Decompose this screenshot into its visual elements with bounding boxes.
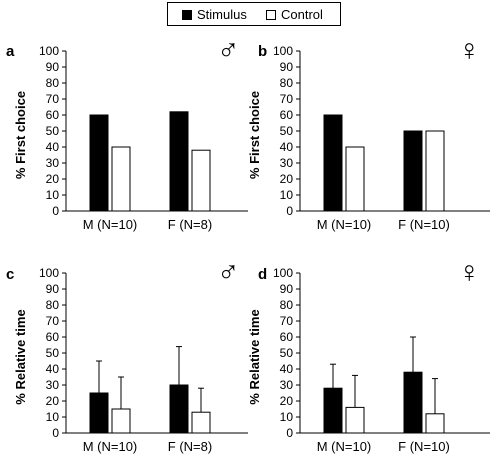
panel-d-bar-stimulus-2 [403,371,423,434]
panel-c-bar-stimulus-1 [89,392,109,434]
panel-d-category-label-2: F (N=10) [398,439,450,454]
panel-a-y-tick-label: 50 [46,124,60,138]
panel-d-letter: d [258,266,267,283]
panel-a-category-label-1: M (N=10) [83,217,138,232]
panel-d-category-label-1: M (N=10) [317,439,372,454]
panel-a-y-tick-label: 60 [46,108,60,122]
panel-b-y-tick-label: 0 [286,204,293,218]
panel-d-bar-control-1 [345,406,365,434]
panel-a-y-tick-label: 100 [39,44,59,58]
panel-b-y-tick-label: 10 [280,188,294,202]
legend: Stimulus Control [167,2,341,26]
panel-d-y-tick-label: 30 [280,378,294,392]
panel-c-y-tick-label: 60 [46,330,60,344]
panel-d-y-tick-label: 20 [280,394,294,408]
panel-b-bar-stimulus-2 [403,130,423,212]
panel-b-y-tick-label: 50 [280,124,294,138]
panel-c-y-tick-label: 40 [46,362,60,376]
panel-a-y-tick-label: 90 [46,60,60,74]
panel-b-category-label-2: F (N=10) [398,217,450,232]
panel-d-y-tick-label: 90 [280,282,294,296]
panel-d-y-tick-label: 70 [280,314,294,328]
panel-b-bar-control-2 [425,130,445,212]
panel-c-category-label-1: M (N=10) [83,439,138,454]
panel-c-y-tick-label: 20 [46,394,60,408]
panel-c-y-tick-label: 70 [46,314,60,328]
panel-b-y-tick-label: 90 [280,60,294,74]
panel-d-y-tick-label: 0 [286,426,293,440]
panel-d-bar-control-2 [425,413,445,434]
panel-b-sex-symbol: ♀ [458,34,481,67]
panel-c-bar-control-2 [191,411,211,434]
panel-a-y-tick-label: 80 [46,76,60,90]
panel-c-y-tick-label: 30 [46,378,60,392]
panel-b-y-tick-label: 30 [280,156,294,170]
panel-a-bar-stimulus-2 [169,111,189,212]
panel-c-y-tick-label: 10 [46,410,60,424]
panel-d-bar-stimulus-1 [323,387,343,434]
panel-a-bar-stimulus-1 [89,114,109,212]
panel-c-letter: c [6,266,14,283]
panel-b-bar-control-1 [345,146,365,212]
panel-a-y-axis-label: % First choice [13,91,28,179]
panel-c-y-tick-label: 100 [39,266,59,280]
panel-b-category-label-1: M (N=10) [317,217,372,232]
panel-c-y-tick-label: 90 [46,282,60,296]
panel-c-y-tick-label: 0 [52,426,59,440]
panel-a-y-tick-label: 40 [46,140,60,154]
panel-a-category-label-2: F (N=8) [168,217,212,232]
panel-a-y-tick-label: 70 [46,92,60,106]
panel-c-y-tick-label: 80 [46,298,60,312]
panel-a-y-tick-label: 10 [46,188,60,202]
panel-d-y-tick-label: 50 [280,346,294,360]
panel-c-y-axis-label: % Relative time [13,309,28,404]
panel-a-sex-symbol: ♂ [217,34,240,67]
panel-d-y-tick-label: 100 [273,266,293,280]
control-swatch [266,10,276,20]
panel-d-y-tick-label: 80 [280,298,294,312]
panel-a-bar-control-1 [111,146,131,212]
panel-b-y-tick-label: 70 [280,92,294,106]
panel-b-y-tick-label: 40 [280,140,294,154]
panel-c-category-label-2: F (N=8) [168,439,212,454]
panel-b-letter: b [258,43,267,60]
panel-b-bar-stimulus-1 [323,114,343,212]
panel-d-y-tick-label: 40 [280,362,294,376]
panel-c-bar-stimulus-2 [169,384,189,434]
panel-a-y-tick-label: 20 [46,172,60,186]
panel-b-y-tick-label: 60 [280,108,294,122]
panel-c-sex-symbol: ♂ [217,256,240,289]
panel-b-y-tick-label: 80 [280,76,294,90]
panel-a-y-tick-label: 0 [52,204,59,218]
panel-c-y-tick-label: 50 [46,346,60,360]
panel-b-y-axis-label: % First choice [247,91,262,179]
panel-b-y-tick-label: 20 [280,172,294,186]
panel-a-letter: a [6,43,15,60]
panel-d-y-tick-label: 10 [280,410,294,424]
panel-d-y-axis-label: % Relative time [247,309,262,404]
stimulus-swatch [182,10,192,20]
control-legend-label: Control [281,7,323,22]
panel-d-sex-symbol: ♀ [458,256,481,289]
stimulus-legend-label: Stimulus [197,7,247,22]
panel-d-y-tick-label: 60 [280,330,294,344]
panel-b-y-tick-label: 100 [273,44,293,58]
panel-c-bar-control-1 [111,408,131,434]
panel-a-bar-control-2 [191,149,211,212]
panel-a-y-tick-label: 30 [46,156,60,170]
